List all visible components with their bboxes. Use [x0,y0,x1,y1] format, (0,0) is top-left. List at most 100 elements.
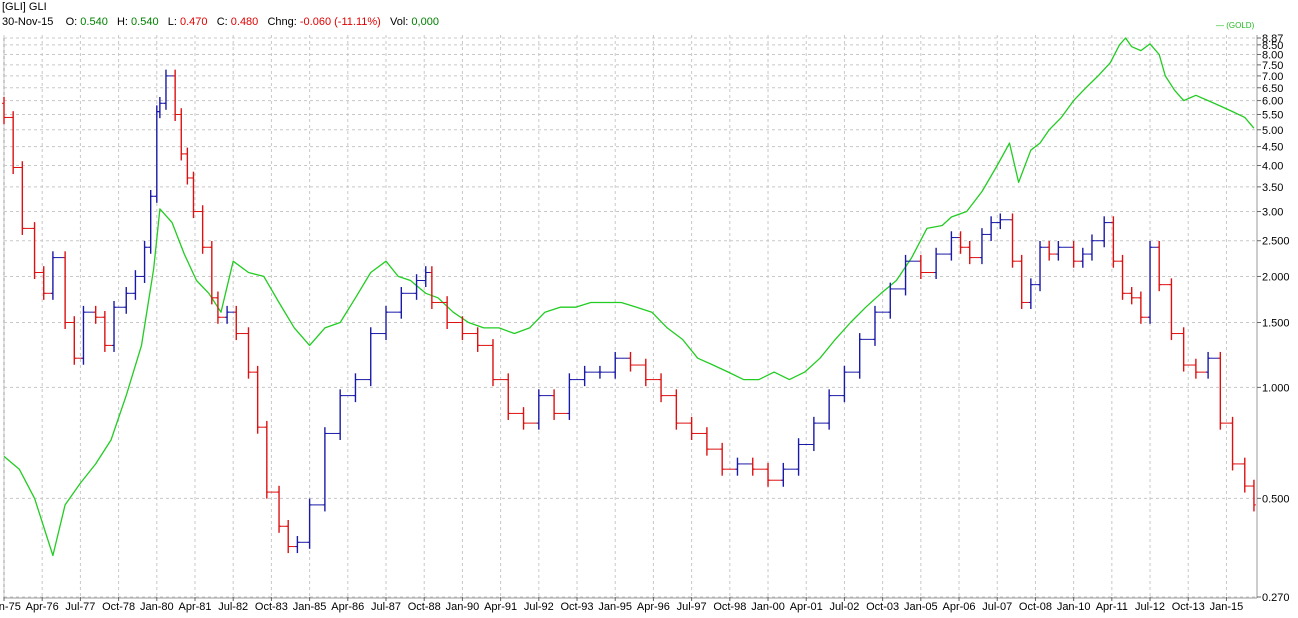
ohlc-bar [11,111,23,175]
time-tick-label: Jan-75 [0,601,21,613]
ohlc-bar [1089,234,1105,261]
ohlc-bar [1218,351,1233,430]
ohlc-bar [63,251,75,330]
symbol-title: [GLI] GLI [2,1,47,13]
time-tick-label: Apr-91 [484,601,517,613]
time-tick-label: Jan-15 [1210,601,1244,613]
ohlc-bar [934,247,952,280]
price-tick-label: 6.50 [1262,83,1283,95]
price-tick-label: 6.00 [1262,96,1283,108]
ohlc-bar [295,536,310,554]
close-value: 0.480 [230,16,259,28]
change-value: -0.060 (-11.11%) [299,16,381,28]
price-tick-label: 5.50 [1262,110,1283,122]
ohlc-bar [1129,287,1141,305]
price-tick-label: 2.000 [1262,271,1290,283]
ohlc-bar [521,407,539,430]
legend-label-gold: (GOLD) [1226,21,1255,30]
ohlc-bar [200,205,212,254]
ohlc-bar [918,254,937,280]
price-tick-label: 8.50 [1262,40,1283,52]
open-label: O: [65,16,78,28]
ohlc-bar [903,254,921,296]
ohlc-bar [872,305,891,346]
ohlc-bar [246,327,258,379]
ohlc-bar [1242,457,1254,493]
ohlc-bar [1047,240,1059,261]
ohlc-bar [368,327,387,387]
time-tick-label: Apr-11 [1096,601,1128,613]
open-value: 0.540 [80,16,108,28]
ohlc-bar [659,373,677,403]
gli-ohlc-series [2,69,1256,554]
ohlc-bar [811,416,830,452]
ohlc-bar [735,457,753,476]
ohlc-bar [781,462,799,487]
change-label: Chng: [267,16,297,28]
time-tick-label: Jan-85 [293,601,327,613]
ohlc-bar [93,305,105,324]
ohlc-bar [967,240,982,265]
ohlc-bar [264,420,280,499]
time-tick-label: Jul-77 [65,601,95,613]
ohlc-bar [979,228,992,265]
price-tick-label: 4.50 [1262,142,1283,154]
time-tick-label: Jul-07 [982,601,1012,613]
ohlc-bar [567,373,585,420]
time-tick-label: Jan-95 [598,601,632,613]
price-tick-label: 8.87 [1262,33,1283,45]
close-label: C: [216,16,228,28]
high-value: 0.540 [131,16,159,28]
ohlc-bar [613,351,631,379]
ohlc-bar [179,108,188,161]
time-tick-label: Oct-03 [866,601,899,613]
legend: — (GOLD) [1216,21,1254,30]
ohlc-bar [958,231,970,254]
ohlc-bar [597,365,616,379]
ohlc-bar [842,365,860,403]
ohlc-bar [209,240,218,305]
ohlc-bar [41,266,53,300]
ohlc-bar [750,457,769,476]
ohlc-bar [338,389,356,440]
ohlc-bar [1038,240,1050,292]
gold-series [3,37,1255,557]
ohlc-bar [998,213,1013,230]
ohlc-bar [286,519,298,554]
time-tick-label: Jul-12 [1135,601,1165,613]
ohlc-bar [888,282,906,319]
ohlc-bar [20,161,35,235]
ohlc-bar [1071,240,1083,268]
time-tick-label: Jul-92 [524,601,554,613]
time-tick-label: Jan-05 [904,601,938,613]
ohlc-bar [827,389,845,430]
ohlc-bar [506,373,524,420]
ohlc-bar [1019,254,1031,309]
ohlc-bar [72,316,84,365]
price-tick-label: 0.500 [1262,493,1290,505]
ohlc-bar [1157,240,1172,292]
time-tick-label: Oct-83 [255,601,288,613]
ohlc-bar [234,305,249,341]
ohlc-bar [720,442,738,476]
price-tick-label: 2.500 [1262,236,1290,248]
ohlc-bar [384,305,402,341]
ohlc-bar [674,389,692,430]
ohlc-bar [475,327,493,352]
time-tick-label: Oct-78 [102,601,135,613]
legend-line-swatch: — [1216,21,1224,30]
time-tick-label: Jan-80 [140,601,174,613]
price-tick-label: 0.270 [1262,592,1290,604]
ohlc-bar [1193,358,1209,379]
ohlc-bar [1111,216,1123,268]
ohlc-bar [173,69,182,122]
ohlc-bar [1056,240,1074,261]
bar-date: 30-Nov-15 [2,16,54,28]
ohlc-bar [1028,278,1041,309]
volume-label: Vol: [389,16,409,28]
time-tick-label: Jul-87 [371,601,401,613]
price-tick-label: 3.50 [1262,182,1283,194]
time-tick-label: Oct-98 [713,601,746,613]
ohlc-bar [536,389,555,430]
